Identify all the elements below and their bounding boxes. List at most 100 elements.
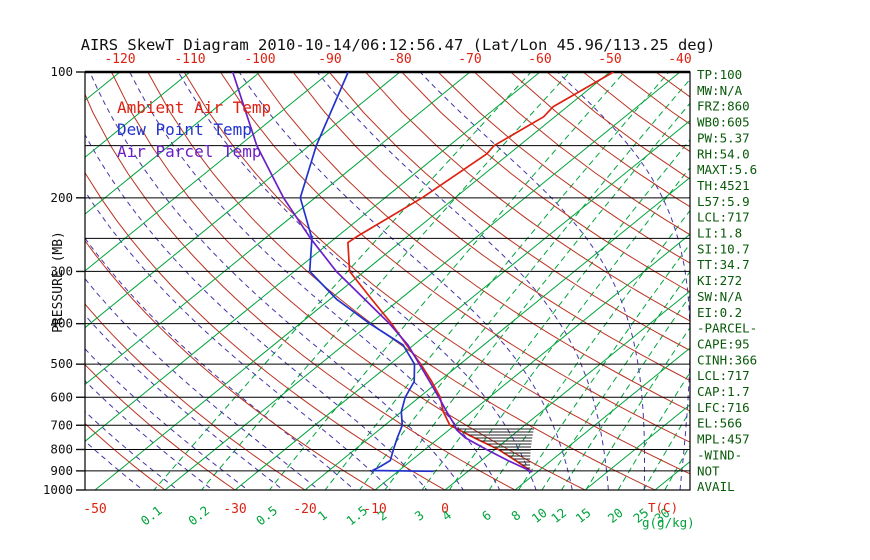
isotherm-line: [234, 120, 690, 490]
mixing-ratio-line: [200, 72, 571, 490]
mixratio-label: 4: [439, 507, 454, 523]
isotherm-line: [85, 72, 471, 386]
top-temp-label: -50: [598, 52, 621, 67]
isotherm-line: [164, 72, 681, 490]
chart-title: AIRS SkewT Diagram 2010-10-14/06:12:56.4…: [81, 36, 716, 54]
pressure-tick-label: 1000: [43, 482, 73, 497]
dry-adiabat-line: [147, 72, 657, 490]
pressure-tick-label: 700: [50, 417, 73, 432]
stats-line: EL:566: [697, 416, 742, 431]
pressure-axis-label: PRESSURE (MB): [51, 231, 66, 333]
isotherm-line: [444, 290, 690, 490]
top-temp-label: -40: [668, 52, 691, 67]
dry-adiabat-line: [328, 72, 690, 352]
stats-line: L57:5.9: [697, 194, 750, 209]
mixratio-label: 0.2: [185, 503, 212, 529]
stats-line: CINH:366: [697, 352, 757, 367]
moist-adiabat-line: [129, 72, 501, 490]
dry-adiabat-line: [85, 363, 236, 490]
stats-line: LCL:717: [697, 210, 750, 225]
mixratio-label: 10: [529, 505, 550, 526]
mixratio-label: 30: [652, 505, 673, 526]
stats-line: SI:10.7: [697, 241, 750, 256]
top-temp-label: -70: [458, 52, 481, 67]
air-parcel-curve: [231, 72, 533, 473]
curve-layer: [231, 72, 614, 473]
moist-adiabat-line: [85, 190, 392, 490]
bottom-temp-label: -20: [293, 502, 316, 517]
mixing-ratio-line: [617, 371, 690, 490]
stats-line: EI:0.2: [697, 305, 742, 320]
moist-adiabat-line: [85, 410, 179, 490]
moist-adiabat-line: [85, 440, 144, 490]
top-temp-label: -120: [104, 52, 135, 67]
plot-border: [84, 71, 691, 491]
mixing-ratio-line: [664, 444, 690, 490]
isotherm-line: [85, 72, 191, 158]
top-temp-label: -90: [318, 52, 341, 67]
top-temp-label: -110: [174, 52, 205, 67]
mixing-ratio-line: [585, 326, 690, 490]
top-temp-label: -100: [244, 52, 275, 67]
mixratio-label: 0.1: [138, 503, 165, 529]
dry-adiabat-line: [655, 72, 690, 98]
moist-adiabat-line: [238, 72, 573, 490]
stats-line: -WIND-: [697, 447, 742, 462]
dry-adiabat-line: [85, 240, 376, 490]
stats-line: -PARCEL-: [697, 321, 757, 336]
bottom-temp-label: -30: [223, 502, 246, 517]
stats-line: NOT: [697, 463, 720, 478]
dry-adiabat-line: [365, 72, 690, 322]
stats-line: TT:34.7: [697, 257, 750, 272]
pressure-tick-label: 400: [50, 316, 73, 331]
pressure-tick-label: 300: [50, 263, 73, 278]
stats-line: LCL:717: [697, 368, 750, 383]
isotherm-line: [85, 72, 401, 329]
pressure-tick-label: 500: [50, 356, 73, 371]
dry-adiabat-line: [219, 72, 690, 443]
stats-line: LI:1.8: [697, 226, 742, 241]
mixing-ratio-line: [560, 295, 690, 490]
frame-layer: [84, 70, 691, 491]
moist-adiabat-line: [85, 348, 249, 490]
mixratio-label: 12: [548, 505, 569, 526]
pressure-tick-label: 100: [50, 64, 73, 79]
stats-line: CAP:1.7: [697, 384, 750, 399]
dew-point-curve: [299, 72, 434, 473]
moist-adiabat-line: [85, 314, 284, 490]
top-temp-label: -80: [388, 52, 411, 67]
stats-line: TH:4521: [697, 178, 750, 193]
isotherm-line: [654, 460, 690, 490]
moist-adiabat-line: [89, 72, 464, 490]
mixratio-label: 25: [630, 505, 651, 526]
stats-line: CAPE:95: [697, 336, 750, 351]
pressure-tick-label: 800: [50, 441, 73, 456]
mixratio-label: 20: [605, 505, 626, 526]
mixing-ratio-line: [421, 139, 690, 490]
mixratio-label: 0.5: [253, 503, 280, 529]
bottom-temp-label: -50: [83, 502, 106, 517]
ambient-temp-curve: [347, 72, 614, 473]
stats-line: RH:54.0: [697, 146, 750, 161]
pressure-tick-label: 600: [50, 389, 73, 404]
isotherm-line: [85, 72, 261, 215]
isotherm-line: [85, 72, 331, 272]
dry-adiabat-line: [85, 303, 306, 490]
stats-line: MW:N/A: [697, 83, 743, 98]
stats-line: PW:5.37: [697, 130, 750, 145]
legend-dew-point-temp: Dew Point Temp: [117, 120, 252, 139]
stats-line: MPL:457: [697, 432, 750, 447]
bottom-temp-label: 0: [441, 502, 449, 517]
moist-adiabat-line: [419, 72, 645, 490]
stats-line: WB0:605: [697, 115, 750, 130]
top-temp-label: -60: [528, 52, 551, 67]
dry-adiabat-line: [401, 72, 690, 293]
stats-line: SW:N/A: [697, 289, 743, 304]
isotherm-line: [514, 347, 690, 490]
moist-adiabat-line: [85, 237, 356, 490]
mixratio-label: 1: [315, 507, 330, 523]
stats-line: KI:272: [697, 273, 742, 288]
hatch-layer: [456, 428, 534, 469]
